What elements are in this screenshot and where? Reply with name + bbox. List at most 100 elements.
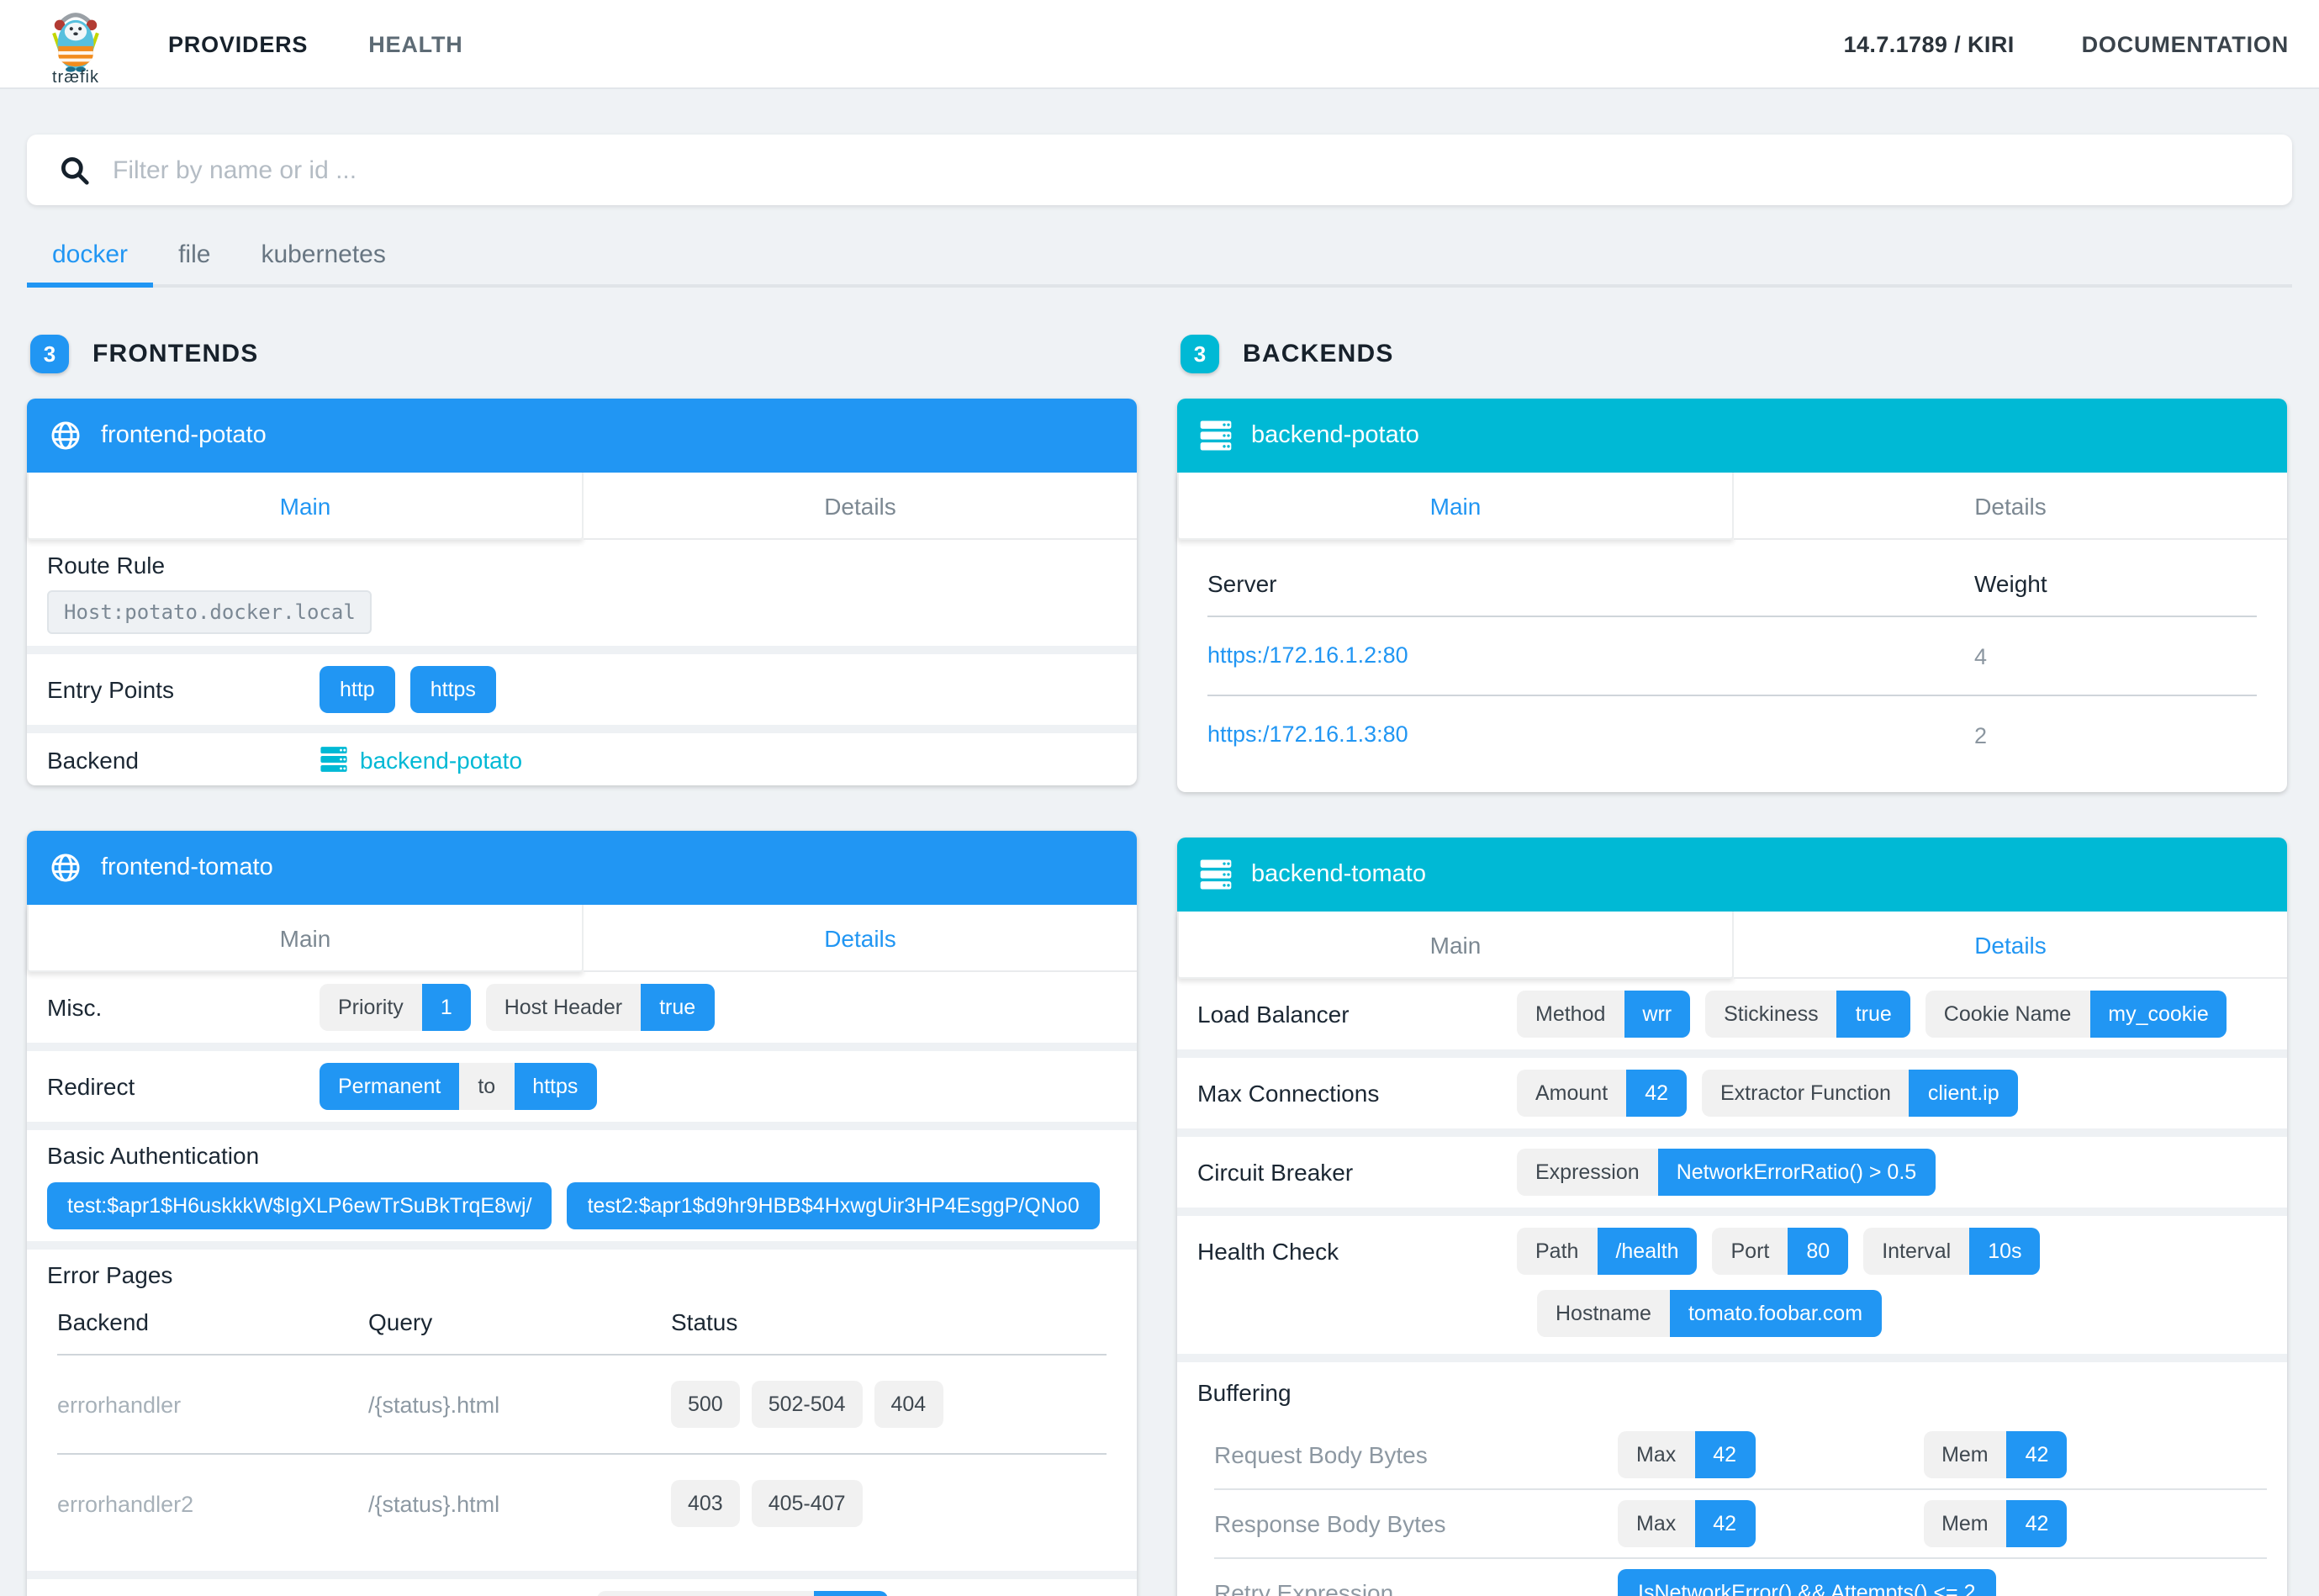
backend-potato-link[interactable]: backend-potato bbox=[320, 745, 522, 774]
server-weight: 2 bbox=[1974, 722, 1988, 748]
basic-auth-chip: test:$apr1$H6uskkkW$IgXLP6ewTrSuBkTrqE8w… bbox=[47, 1182, 552, 1229]
request-body-bytes-row: Request Body Bytes Max 42 Mem 42 bbox=[1214, 1421, 2267, 1490]
servers-row: Server Weight https:/172.16.1.2:80 4 htt… bbox=[1177, 540, 2287, 792]
redirect-chip: Permanent to https bbox=[320, 1063, 597, 1110]
status-chip: 404 bbox=[874, 1381, 943, 1428]
card-header: frontend-potato bbox=[27, 399, 1137, 473]
load-balancer-row: Load Balancer Method wrr Stickiness true bbox=[1177, 979, 2287, 1058]
backend-row: Backend backend-potato bbox=[27, 733, 1137, 785]
entry-points-row: Entry Points http https bbox=[27, 654, 1137, 733]
traefik-logo: træfik bbox=[30, 8, 121, 87]
request-body-bytes-label: Request Body Bytes bbox=[1214, 1441, 1428, 1468]
backend-link-label: backend-potato bbox=[360, 746, 523, 773]
version-label: 14.7.1789 / KIRI bbox=[1843, 31, 2015, 56]
host-header-chip: Host Header true bbox=[485, 984, 715, 1031]
retry-expression-label: Retry Expression bbox=[1214, 1579, 1394, 1596]
globe-icon bbox=[51, 421, 80, 450]
server-url-link[interactable]: https:/172.16.1.2:80 bbox=[1207, 642, 1408, 668]
card-header: backend-tomato bbox=[1177, 838, 2287, 912]
card-backend-potato: backend-potato Main Details Server Weigh… bbox=[1177, 399, 2287, 792]
whitelist-row: Whitelist useXForwardedFor true 10.42.0.… bbox=[27, 1579, 1137, 1596]
top-nav: træfik PROVIDERS HEALTH 14.7.1789 / KIRI… bbox=[0, 0, 2319, 89]
search-input[interactable] bbox=[109, 154, 2272, 186]
traefik-gopher-icon bbox=[52, 12, 99, 71]
retry-expression-row: Retry Expression IsNetworkError() && Att… bbox=[1214, 1559, 2267, 1596]
card-title: backend-potato bbox=[1251, 422, 1419, 449]
col-weight: Weight bbox=[1974, 570, 2047, 597]
tab-details[interactable]: Details bbox=[1734, 473, 2287, 540]
col-query: Query bbox=[368, 1308, 433, 1335]
tab-main[interactable]: Main bbox=[27, 473, 584, 540]
card-header: backend-potato bbox=[1177, 399, 2287, 473]
interval-chip: Interval 10s bbox=[1863, 1228, 2041, 1275]
max-chip: Max 42 bbox=[1618, 1431, 1756, 1478]
priority-chip: Priority 1 bbox=[320, 984, 471, 1031]
tab-main[interactable]: Main bbox=[27, 905, 584, 972]
server-row: https:/172.16.1.2:80 4 bbox=[1207, 616, 2257, 695]
mem-chip: Mem 42 bbox=[1923, 1500, 2068, 1547]
card-tabs: Main Details bbox=[27, 473, 1137, 540]
status-chip: 403 bbox=[671, 1480, 740, 1527]
tab-details[interactable]: Details bbox=[584, 905, 1137, 972]
port-chip: Port 80 bbox=[1712, 1228, 1849, 1275]
tab-main[interactable]: Main bbox=[1177, 473, 1734, 540]
expression-chip: Expression NetworkErrorRatio() > 0.5 bbox=[1517, 1149, 1936, 1196]
health-check-row: Health Check Path /health Port 80 bbox=[1177, 1216, 2287, 1362]
max-chip: Max 42 bbox=[1618, 1500, 1756, 1547]
tab-kubernetes[interactable]: kubernetes bbox=[261, 240, 386, 269]
basic-auth-label: Basic Authentication bbox=[47, 1142, 260, 1169]
status-chip: 405-407 bbox=[751, 1480, 863, 1527]
status-chip: 500 bbox=[671, 1381, 740, 1428]
backends-heading: 3 BACKENDS bbox=[1181, 335, 2287, 373]
backends-count-badge: 3 bbox=[1181, 335, 1219, 373]
method-chip: Method wrr bbox=[1517, 991, 1691, 1038]
search-icon bbox=[59, 154, 91, 186]
card-tabs: Main Details bbox=[1177, 473, 2287, 540]
redirect-label: Redirect bbox=[47, 1073, 135, 1100]
entry-point-chip: https bbox=[409, 666, 496, 713]
tab-docker[interactable]: docker bbox=[27, 227, 154, 288]
entry-points-label: Entry Points bbox=[47, 676, 174, 703]
error-table-row: errorhandler2 /{status}.html 403 405-407 bbox=[57, 1453, 1107, 1552]
card-header: frontend-tomato bbox=[27, 831, 1137, 905]
circuit-breaker-row: Circuit Breaker Expression NetworkErrorR… bbox=[1177, 1137, 2287, 1216]
nav-link-documentation[interactable]: DOCUMENTATION bbox=[2081, 31, 2289, 56]
servers-table: Server Weight https:/172.16.1.2:80 4 htt… bbox=[1207, 555, 2257, 774]
backends-title: BACKENDS bbox=[1243, 340, 1394, 368]
col-server: Server bbox=[1207, 570, 1277, 597]
server-url-link[interactable]: https:/172.16.1.3:80 bbox=[1207, 721, 1408, 747]
mem-chip: Mem 42 bbox=[1923, 1431, 2068, 1478]
error-backend: errorhandler2 bbox=[57, 1491, 194, 1516]
card-frontend-potato: frontend-potato Main Details Route Rule … bbox=[27, 399, 1137, 785]
max-connections-label: Max Connections bbox=[1197, 1080, 1380, 1107]
nav-link-health[interactable]: HEALTH bbox=[368, 31, 463, 56]
hostname-chip: Hostname tomato.foobar.com bbox=[1537, 1290, 1882, 1337]
route-rule-value: Host:potato.docker.local bbox=[47, 590, 372, 634]
tab-main[interactable]: Main bbox=[1177, 912, 1734, 979]
error-table-row: errorhandler /{status}.html 500 502-504 … bbox=[57, 1354, 1107, 1453]
response-body-bytes-label: Response Body Bytes bbox=[1214, 1510, 1446, 1537]
card-frontend-tomato: frontend-tomato Main Details Misc. Prior… bbox=[27, 831, 1137, 1596]
extractor-function-chip: Extractor Function client.ip bbox=[1702, 1070, 2018, 1117]
stickiness-chip: Stickiness true bbox=[1705, 991, 1910, 1038]
circuit-breaker-label: Circuit Breaker bbox=[1197, 1159, 1354, 1186]
globe-icon bbox=[51, 853, 80, 882]
backend-label: Backend bbox=[47, 746, 139, 773]
load-balancer-label: Load Balancer bbox=[1197, 1001, 1350, 1028]
buffering-label: Buffering bbox=[1197, 1379, 1292, 1406]
server-row: https:/172.16.1.3:80 2 bbox=[1207, 695, 2257, 774]
tab-file[interactable]: file bbox=[178, 240, 211, 269]
redirect-row: Redirect Permanent to https bbox=[27, 1051, 1137, 1130]
brand-name: træfik bbox=[52, 68, 99, 87]
status-chip: 502-504 bbox=[751, 1381, 863, 1428]
response-body-bytes-row: Response Body Bytes Max 42 Mem 42 bbox=[1214, 1490, 2267, 1559]
error-pages-table: Backend Query Status errorhandler /{stat… bbox=[57, 1295, 1107, 1552]
nav-link-providers[interactable]: PROVIDERS bbox=[168, 31, 309, 56]
frontends-column: 3 FRONTENDS frontend-potato Main Deta bbox=[27, 321, 1137, 1596]
tab-details[interactable]: Details bbox=[584, 473, 1137, 540]
card-title: backend-tomato bbox=[1251, 861, 1426, 888]
frontends-heading: 3 FRONTENDS bbox=[30, 335, 1137, 373]
route-rule-row: Route Rule Host:potato.docker.local bbox=[27, 540, 1137, 654]
tab-details[interactable]: Details bbox=[1734, 912, 2287, 979]
